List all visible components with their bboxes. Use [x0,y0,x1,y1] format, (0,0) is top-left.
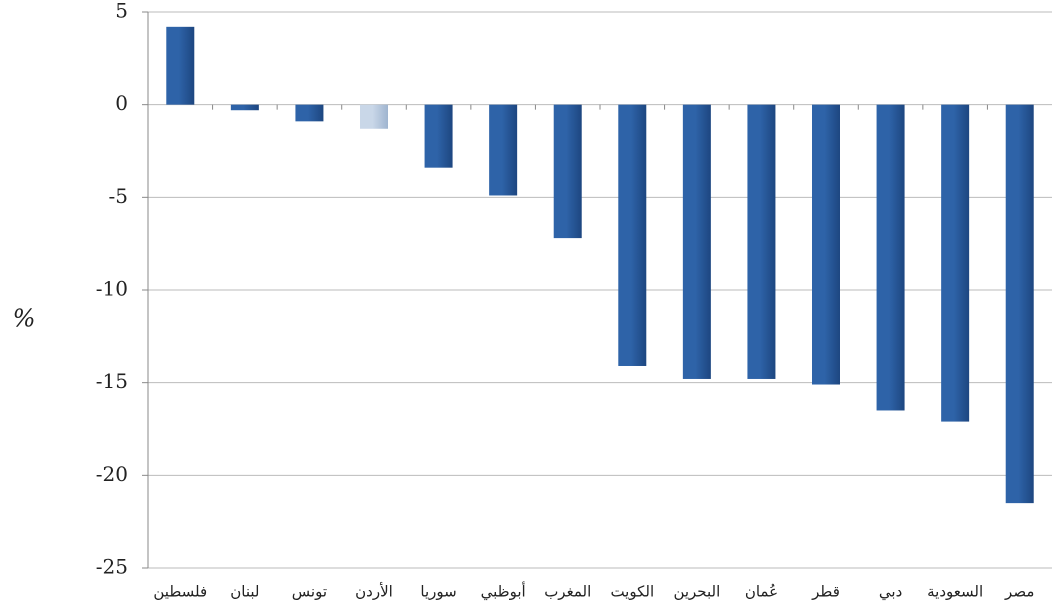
y-tick-label: -5 [109,184,128,208]
y-tick-label: -25 [96,555,128,579]
y-tick-label: -15 [96,369,128,393]
x-tick-label: عُمان [745,583,778,601]
bar [812,104,840,385]
x-tick-label: أبوظبي [481,582,526,602]
x-tick-label: قطر [811,583,840,601]
x-tick-label: المغرب [544,583,591,601]
bar [553,104,582,239]
x-tick-label: دبي [879,583,902,602]
bar [876,104,905,411]
bar [424,104,453,168]
bar [618,104,647,366]
bar [1005,104,1034,504]
x-tick-label: الكويت [610,583,654,601]
x-tick-label: السعودية [927,583,983,601]
y-tick-label: -10 [96,277,128,301]
bar [747,104,776,379]
y-tick-label: -20 [96,462,128,486]
x-tick-label: تونس [292,583,327,601]
bar [295,104,324,122]
x-tick-label: سوريا [420,583,456,601]
x-tick-label: لبنان [230,583,259,601]
x-tick-label: فلسطين [153,583,207,601]
bar [941,104,970,422]
bar [489,104,518,196]
y-tick-label: 5 [115,0,128,23]
y-tick-label: 0 [115,91,128,115]
x-tick-label: البحرين [673,583,720,601]
bar [360,104,388,129]
x-tick-label: مصر [1004,583,1034,601]
bar [166,26,195,105]
bar [682,104,711,379]
y-axis-label: % [13,305,36,333]
x-tick-label: الأردن [355,582,393,601]
bar [230,104,259,111]
